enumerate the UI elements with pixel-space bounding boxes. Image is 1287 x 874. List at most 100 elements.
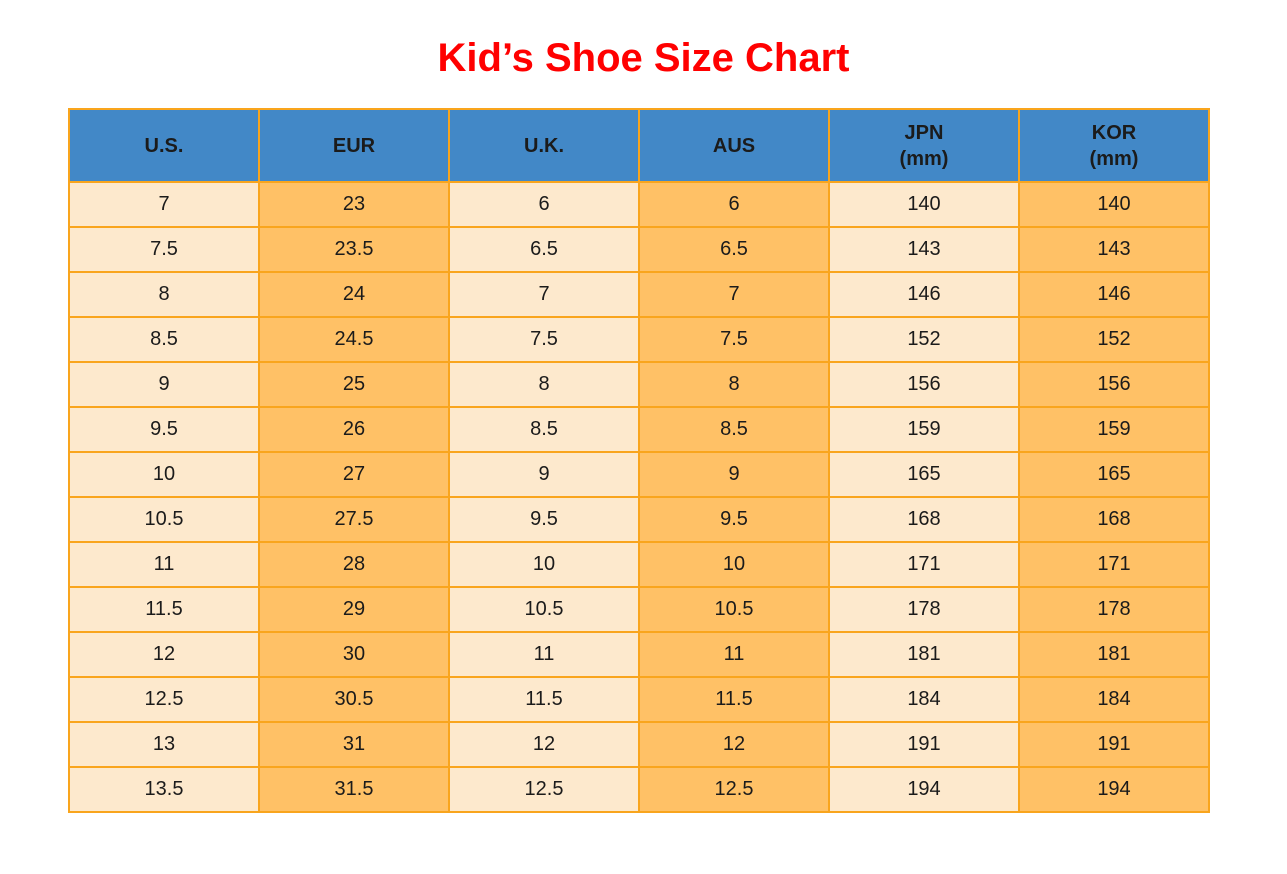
table-cell: 27.5 [258, 496, 450, 543]
table-cell: 191 [1018, 721, 1210, 768]
table-cell: 9 [448, 451, 640, 498]
table-cell: 10.5 [448, 586, 640, 633]
table-row: 11.5 29 10.5 10.5 178 178 [68, 586, 1210, 633]
table-cell: 30.5 [258, 676, 450, 723]
table-row: 8.5 24.5 7.5 7.5 152 152 [68, 316, 1210, 363]
table-cell: 29 [258, 586, 450, 633]
table-cell: 171 [1018, 541, 1210, 588]
table-cell: 194 [1018, 766, 1210, 813]
table-header-row: U.S. EUR U.K. AUS JPN (mm) KOR (mm) [68, 108, 1210, 183]
table-cell: 12 [448, 721, 640, 768]
table-cell: 6 [638, 181, 830, 228]
table-cell: 140 [1018, 181, 1210, 228]
table-cell: 8 [68, 271, 260, 318]
column-header-aus: AUS [638, 108, 830, 183]
table-cell: 12 [638, 721, 830, 768]
table-row: 9 25 8 8 156 156 [68, 361, 1210, 408]
table-row: 13.5 31.5 12.5 12.5 194 194 [68, 766, 1210, 813]
page-title: Kid’s Shoe Size Chart [437, 36, 850, 80]
table-cell: 11.5 [68, 586, 260, 633]
table-cell: 156 [1018, 361, 1210, 408]
table-cell: 13 [68, 721, 260, 768]
table-cell: 9.5 [638, 496, 830, 543]
table-cell: 12 [68, 631, 260, 678]
table-cell: 9 [68, 361, 260, 408]
table-cell: 168 [1018, 496, 1210, 543]
table-row: 10 27 9 9 165 165 [68, 451, 1210, 498]
table-cell: 12.5 [638, 766, 830, 813]
table-cell: 24 [258, 271, 450, 318]
table-row: 9.5 26 8.5 8.5 159 159 [68, 406, 1210, 453]
column-header-kor: KOR (mm) [1018, 108, 1210, 183]
table-cell: 31 [258, 721, 450, 768]
table-row: 7 23 6 6 140 140 [68, 181, 1210, 228]
table-row: 10.5 27.5 9.5 9.5 168 168 [68, 496, 1210, 543]
table-cell: 143 [1018, 226, 1210, 273]
table-cell: 165 [1018, 451, 1210, 498]
table-row: 8 24 7 7 146 146 [68, 271, 1210, 318]
table-row: 13 31 12 12 191 191 [68, 721, 1210, 768]
table-row: 11 28 10 10 171 171 [68, 541, 1210, 588]
table-cell: 11.5 [638, 676, 830, 723]
table-cell: 152 [1018, 316, 1210, 363]
table-cell: 7 [448, 271, 640, 318]
table-cell: 159 [828, 406, 1020, 453]
table-cell: 181 [1018, 631, 1210, 678]
table-cell: 156 [828, 361, 1020, 408]
table-cell: 12.5 [68, 676, 260, 723]
table-cell: 23 [258, 181, 450, 228]
table-cell: 10 [638, 541, 830, 588]
table-cell: 8.5 [68, 316, 260, 363]
table-cell: 140 [828, 181, 1020, 228]
table-cell: 24.5 [258, 316, 450, 363]
column-header-uk: U.K. [448, 108, 640, 183]
table-cell: 152 [828, 316, 1020, 363]
table-cell: 11.5 [448, 676, 640, 723]
table-body: 7 23 6 6 140 140 7.5 23.5 6.5 6.5 143 143 8 24 7 7 146 14… [68, 181, 1210, 813]
table-cell: 7 [68, 181, 260, 228]
table-cell: 181 [828, 631, 1020, 678]
table-cell: 27 [258, 451, 450, 498]
table-cell: 184 [1018, 676, 1210, 723]
table-cell: 7.5 [448, 316, 640, 363]
table-cell: 159 [1018, 406, 1210, 453]
column-header-jpn: JPN (mm) [828, 108, 1020, 183]
table-cell: 13.5 [68, 766, 260, 813]
table-cell: 171 [828, 541, 1020, 588]
table-cell: 10 [68, 451, 260, 498]
table-cell: 6.5 [448, 226, 640, 273]
table-cell: 7 [638, 271, 830, 318]
table-cell: 8 [448, 361, 640, 408]
table-cell: 10.5 [68, 496, 260, 543]
table-cell: 31.5 [258, 766, 450, 813]
table-cell: 178 [828, 586, 1020, 633]
table-cell: 8.5 [448, 406, 640, 453]
table-cell: 6.5 [638, 226, 830, 273]
table-cell: 25 [258, 361, 450, 408]
table-cell: 26 [258, 406, 450, 453]
table-cell: 9.5 [448, 496, 640, 543]
table-cell: 9 [638, 451, 830, 498]
table-cell: 11 [448, 631, 640, 678]
table-cell: 146 [828, 271, 1020, 318]
table-row: 7.5 23.5 6.5 6.5 143 143 [68, 226, 1210, 273]
table-cell: 30 [258, 631, 450, 678]
table-cell: 7.5 [638, 316, 830, 363]
table-cell: 184 [828, 676, 1020, 723]
table-cell: 146 [1018, 271, 1210, 318]
table-cell: 28 [258, 541, 450, 588]
table-cell: 165 [828, 451, 1020, 498]
table-cell: 7.5 [68, 226, 260, 273]
table-cell: 9.5 [68, 406, 260, 453]
table-row: 12.5 30.5 11.5 11.5 184 184 [68, 676, 1210, 723]
column-header-us: U.S. [68, 108, 260, 183]
table-cell: 168 [828, 496, 1020, 543]
table-cell: 11 [638, 631, 830, 678]
table-cell: 6 [448, 181, 640, 228]
column-header-eur: EUR [258, 108, 450, 183]
table-cell: 8.5 [638, 406, 830, 453]
table-cell: 12.5 [448, 766, 640, 813]
table-cell: 178 [1018, 586, 1210, 633]
table-cell: 8 [638, 361, 830, 408]
table-cell: 194 [828, 766, 1020, 813]
